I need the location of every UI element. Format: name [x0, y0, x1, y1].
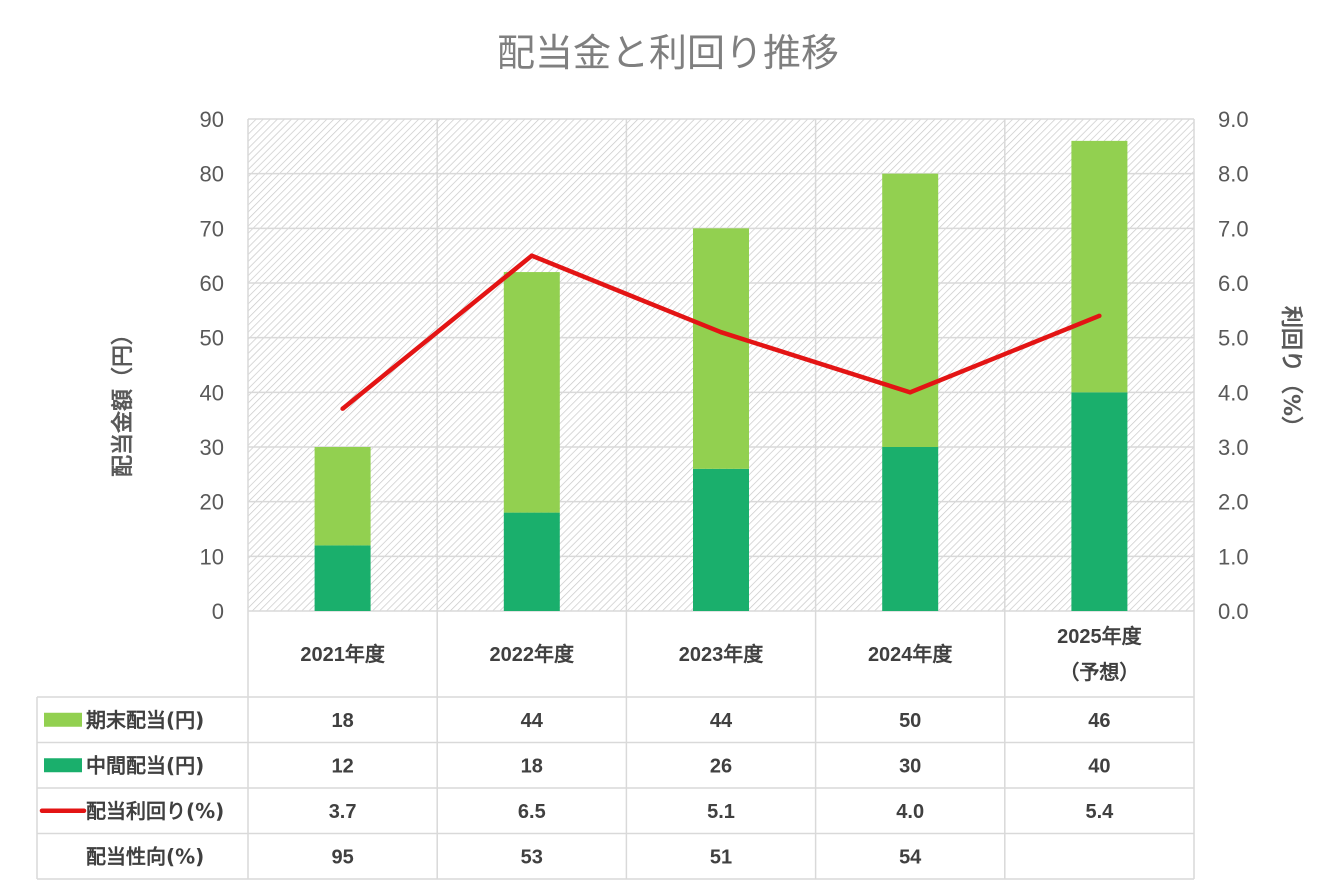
table-cell: 4.0: [896, 801, 924, 823]
y2-tick-label: 7.0: [1218, 216, 1249, 241]
table-row-label: 中間配当(円): [86, 753, 204, 777]
category-sublabel: （予想）: [1059, 661, 1139, 684]
legend-key-interim: [44, 758, 82, 773]
y2-tick-label: 6.0: [1218, 271, 1249, 296]
y2-tick-label: 9.0: [1218, 107, 1249, 132]
table-cell: 51: [710, 846, 732, 868]
y-axis-title: 配当金額（円）: [110, 323, 136, 477]
table-cell: 18: [331, 710, 353, 732]
table-cell: 53: [521, 846, 543, 868]
y-tick-label: 20: [200, 490, 224, 515]
y-tick-label: 90: [200, 107, 224, 132]
yield-point: [340, 406, 345, 411]
y2-tick-label: 5.0: [1218, 326, 1249, 351]
bar-interim: [693, 468, 749, 611]
table-cell: 18: [521, 755, 543, 777]
y2-tick-label: 1.0: [1218, 544, 1249, 569]
category-label: 2025年度: [1057, 624, 1142, 648]
yield-point: [718, 330, 724, 335]
bar-interim: [1071, 392, 1128, 611]
bar-period-end: [503, 272, 560, 513]
table-cell: 44: [710, 710, 733, 732]
yield-point: [1097, 313, 1102, 318]
table-row-label: 期末配当(円): [86, 708, 204, 732]
table-cell: 95: [331, 846, 353, 868]
table-cell: 26: [710, 755, 732, 777]
bar-period-end: [693, 228, 749, 469]
y2-tick-label: 8.0: [1218, 162, 1249, 187]
table-cell: 40: [1088, 755, 1110, 777]
y-tick-label: 70: [200, 216, 224, 241]
yield-point: [908, 390, 913, 395]
table-cell: 6.5: [518, 801, 546, 823]
y2-tick-label: 3.0: [1218, 435, 1249, 460]
chart-title: 配当金と利回り推移: [497, 31, 839, 75]
y-tick-label: 60: [200, 271, 224, 296]
table-row-label: 配当性向(%): [86, 844, 204, 868]
table-cell: 3.7: [329, 801, 357, 823]
bar-period-end: [1071, 140, 1128, 393]
table-cell: 44: [521, 710, 544, 732]
y-tick-label: 50: [200, 326, 224, 351]
category-label: 2024年度: [868, 642, 953, 666]
y-tick-label: 80: [200, 162, 224, 187]
table-cell: 46: [1088, 710, 1110, 732]
bar-period-end: [314, 447, 371, 546]
bar-interim: [503, 512, 560, 611]
table-cell: 30: [899, 755, 921, 777]
y2-tick-label: 4.0: [1218, 380, 1249, 405]
yield-point: [529, 253, 534, 258]
table-cell: 5.4: [1085, 801, 1114, 823]
table-cell: 5.1: [707, 801, 735, 823]
y2-axis-title: 利回り（%）: [1278, 306, 1303, 438]
bar-period-end: [882, 173, 939, 447]
category-label: 2022年度: [490, 642, 575, 666]
y-tick-label: 0: [212, 599, 224, 624]
category-label: 2023年度: [679, 642, 764, 666]
bar-interim: [314, 545, 371, 611]
table-cell: 12: [331, 755, 353, 777]
legend-key-period_end: [44, 712, 82, 727]
category-label: 2021年度: [300, 642, 385, 666]
bar-interim: [882, 447, 939, 611]
table-row-label: 配当利回り(%): [86, 799, 224, 823]
y2-tick-label: 2.0: [1218, 490, 1249, 515]
y-tick-label: 40: [200, 380, 224, 405]
y-tick-label: 10: [200, 544, 224, 569]
y2-tick-label: 0.0: [1218, 599, 1249, 624]
table-cell: 54: [899, 846, 922, 868]
y-tick-label: 30: [200, 435, 224, 460]
table-cell: 50: [899, 710, 921, 732]
